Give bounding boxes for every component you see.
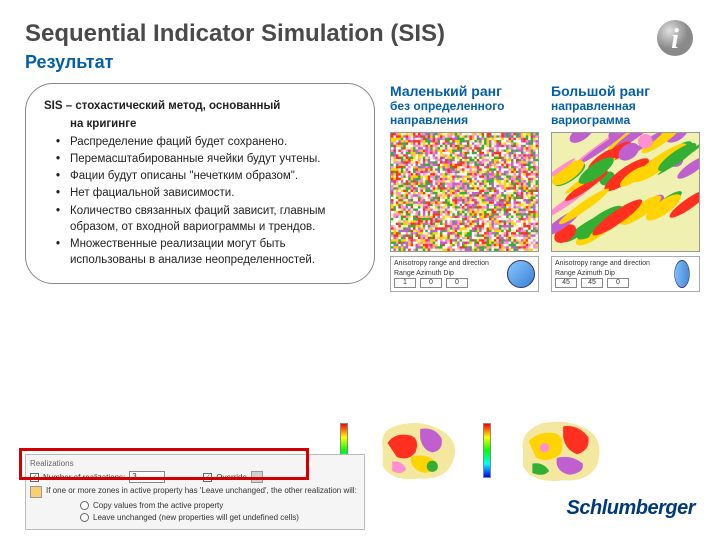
radio[interactable] [80, 513, 89, 522]
bullet: Распределение фаций будет сохранено. [70, 134, 356, 150]
facies-map-large [551, 132, 700, 252]
bullet: Множественные реализации могут быть испо… [70, 236, 356, 268]
section-label: Realizations [30, 459, 360, 468]
major-input[interactable]: 45 [555, 278, 577, 288]
checkbox[interactable]: ✓ [30, 473, 39, 482]
bubble-lead: SIS – стохастический метод, основанный [44, 98, 356, 114]
bullet: Перемасштабированные ячейки будут учтены… [70, 151, 356, 167]
facies-blob [368, 415, 463, 485]
slide-title: Sequential Indicator Simulation (SIS) [0, 0, 720, 48]
description-bubble: SIS – стохастический метод, основанный н… [25, 83, 375, 284]
bullet-list: Распределение фаций будет сохранено. Пер… [44, 134, 356, 268]
panel-large-range: Большой ранг направленная вариограмма An… [551, 83, 700, 292]
bullet: Фации будут описаны "нечетким образом". [70, 168, 356, 184]
realizations-ui: Realizations ✓ Number of realizations: 3… [25, 454, 365, 530]
radio[interactable] [80, 501, 89, 510]
panel-title: Большой ранг [551, 83, 700, 99]
num-realizations-label: Number of realizations: [43, 473, 125, 482]
colorbar-icon [483, 423, 491, 478]
facies-blob [511, 415, 606, 485]
bullet: Количество связанных фаций зависит, глав… [70, 203, 356, 235]
tool-icon[interactable] [251, 471, 263, 483]
bullet: Нет фациальной зависимости. [70, 185, 356, 201]
facies-map-small [390, 132, 539, 252]
override-checkbox[interactable]: ✓ [203, 473, 212, 482]
dip-input[interactable]: 0 [446, 278, 468, 288]
radio-label: Leave unchanged (new properties will get… [93, 513, 299, 522]
bubble-lead2: на кригинге [44, 116, 356, 132]
variogram-panel: Anisotropy range and direction Range Azi… [390, 256, 539, 292]
warning-icon [30, 486, 42, 498]
vario-caption: Anisotropy range and direction [555, 260, 664, 268]
panel-sub: направленная вариограмма [551, 99, 700, 128]
num-realizations-input[interactable]: 3 [129, 471, 165, 483]
override-label: Override [216, 473, 247, 482]
vario-labels: Range Azimuth Dip [555, 270, 615, 278]
anisotropy-ellipse-icon [671, 254, 693, 293]
slide-subtitle: Результат [0, 48, 720, 73]
azimuth-input[interactable]: 45 [581, 278, 603, 288]
brand-logo: Schlumberger [567, 497, 695, 520]
vario-labels: Range Azimuth Dip [394, 270, 454, 278]
panel-small-range: Маленький ранг без определенного направл… [390, 83, 539, 292]
dip-input[interactable]: 0 [607, 278, 629, 288]
option-text: If one or more zones in active property … [46, 486, 360, 495]
radio-label: Copy values from the active property [93, 501, 223, 510]
major-input[interactable]: 1 [394, 278, 416, 288]
variogram-panel: Anisotropy range and direction Range Azi… [551, 256, 700, 292]
realization-blobs [340, 415, 606, 485]
panel-title: Маленький ранг [390, 83, 539, 99]
vario-caption: Anisotropy range and direction [394, 260, 503, 268]
panel-sub: без определенного направления [390, 99, 539, 128]
svg-text:i: i [671, 24, 679, 55]
azimuth-input[interactable]: 0 [420, 278, 442, 288]
info-icon: i [655, 18, 695, 58]
anisotropy-ellipse-icon [507, 260, 535, 288]
